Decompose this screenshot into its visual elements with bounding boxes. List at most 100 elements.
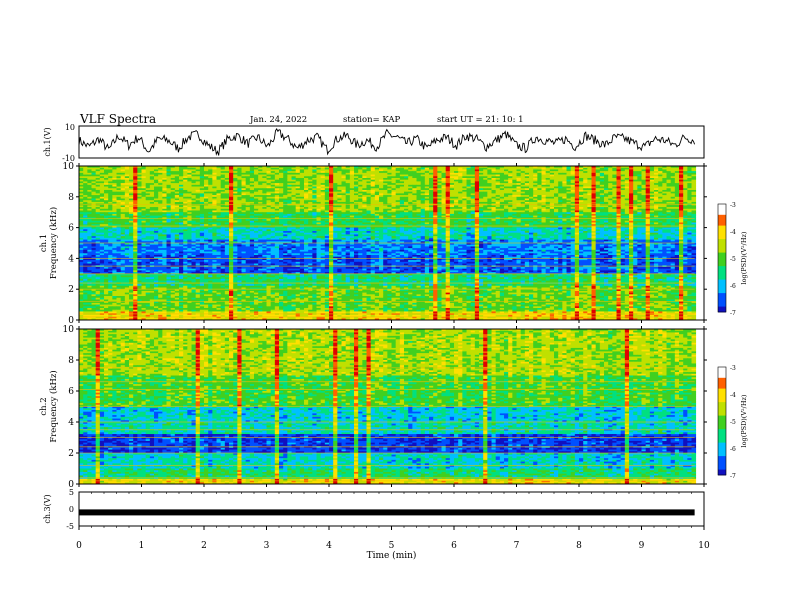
xtick-label: 10	[698, 541, 710, 551]
colorbar-cell	[718, 415, 726, 419]
colorbar-cell	[718, 263, 726, 267]
colorbar-tick-label: -4	[730, 229, 736, 236]
ch2-spectrogram-ylabel-frequency: Frequency (kHz)	[48, 370, 59, 442]
colorbar-cell	[718, 279, 726, 283]
colorbar-cell	[718, 247, 726, 251]
colorbar-cell	[718, 271, 726, 275]
spectrogram-ytick-label: 8	[68, 193, 74, 203]
spectrogram-ytick-label: 10	[63, 162, 75, 172]
xtick-label: 0	[76, 541, 82, 551]
xtick-label: 2	[201, 541, 207, 551]
colorbar-cell	[718, 295, 726, 299]
ch3-panel-frame	[78, 491, 705, 527]
spectrogram-ytick-label: 2	[68, 449, 74, 459]
colorbar-cell	[718, 412, 726, 416]
xaxis-label: Time (min)	[367, 550, 417, 561]
colorbar-cell	[718, 293, 726, 297]
spectrogram-ytick-label: 8	[68, 356, 74, 366]
colorbar-tick-label: -6	[730, 446, 736, 453]
colorbar-tick-label: -3	[730, 365, 736, 372]
xtick-label: 4	[326, 541, 332, 551]
colorbar-tick-label: -4	[730, 392, 736, 399]
colorbar-cell	[718, 258, 726, 262]
colorbar-cell	[718, 461, 726, 465]
colorbar-cell	[718, 421, 726, 425]
colorbar-cell	[718, 274, 726, 278]
colorbar-cell	[718, 204, 726, 208]
ch1-panel-frame	[78, 125, 705, 159]
ch3-ytick-label: 5	[69, 488, 74, 497]
colorbar-cell	[718, 437, 726, 441]
colorbar-cell	[718, 426, 726, 430]
spectrogram-ytick-label: 4	[68, 254, 74, 264]
colorbar-cell	[718, 303, 726, 307]
date-label: Jan. 24, 2022	[250, 115, 307, 125]
colorbar-tick-label: -7	[730, 473, 736, 480]
figure-title: VLF Spectra	[80, 112, 156, 126]
ch2-spectrogram-colorbar-label: log(PSD)(V²/Hz)	[740, 394, 748, 447]
colorbar-cell	[718, 306, 726, 310]
colorbar-cell	[718, 260, 726, 264]
ch1-spectrogram	[79, 166, 697, 321]
colorbar-cell	[718, 450, 726, 454]
colorbar-cell	[718, 244, 726, 248]
spectrogram-ytick-label: 4	[68, 418, 74, 428]
ch3-ytick-label: -5	[66, 522, 74, 531]
colorbar-cell	[718, 464, 726, 468]
colorbar-cell	[718, 233, 726, 237]
ch1-spectrogram-colorbar	[717, 203, 727, 313]
spectrogram-ytick-label: 0	[68, 316, 74, 326]
colorbar-tick-label: -5	[730, 419, 736, 426]
start-time-label: start UT = 21: 10: 1	[437, 115, 524, 125]
colorbar-cell	[718, 372, 726, 376]
ch1-spectrogram-ylabel-frequency: Frequency (kHz)	[48, 207, 59, 279]
colorbar-cell	[718, 453, 726, 457]
colorbar-cell	[718, 249, 726, 253]
spectrogram-ytick-label: 2	[68, 285, 74, 295]
colorbar-cell	[718, 385, 726, 389]
colorbar-cell	[718, 383, 726, 387]
xtick-label: 9	[639, 541, 645, 551]
colorbar-tick-label: -5	[730, 256, 736, 263]
colorbar-cell	[718, 391, 726, 395]
colorbar-cell	[718, 375, 726, 379]
ch1-spectrogram-ylabel-channel: ch.1	[39, 234, 49, 252]
colorbar-tick-label: -7	[730, 310, 736, 317]
colorbar-cell	[718, 298, 726, 302]
colorbar-cell	[718, 301, 726, 305]
colorbar-cell	[718, 222, 726, 226]
ch3-waveform-line	[79, 509, 695, 516]
colorbar-cell	[718, 388, 726, 392]
colorbar-cell	[718, 469, 726, 473]
colorbar-cell	[718, 252, 726, 256]
colorbar-cell	[718, 231, 726, 235]
ch1-waveform-line	[78, 128, 696, 156]
ch1-spectrogram-colorbar-label: log(PSD)(V²/Hz)	[740, 231, 748, 284]
ch1-ytick-label: 10	[65, 123, 75, 132]
colorbar-cell	[718, 369, 726, 373]
colorbar-cell	[718, 285, 726, 289]
xtick-label: 5	[389, 541, 395, 551]
colorbar-cell	[718, 266, 726, 270]
ch2-spectrogram	[79, 329, 697, 485]
colorbar-cell	[718, 367, 726, 371]
colorbar-cell	[718, 290, 726, 294]
colorbar-cell	[718, 456, 726, 460]
colorbar-cell	[718, 394, 726, 398]
colorbar-cell	[718, 402, 726, 406]
station-label: station= KAP	[343, 115, 400, 125]
colorbar-tick-label: -6	[730, 283, 736, 290]
colorbar-cell	[718, 220, 726, 224]
xtick-label: 3	[264, 541, 270, 551]
ch3-ytick-label: 0	[69, 505, 74, 514]
colorbar-cell	[718, 239, 726, 243]
colorbar-cell	[718, 380, 726, 384]
colorbar-cell	[718, 241, 726, 245]
colorbar-cell	[718, 407, 726, 411]
colorbar-cell	[718, 429, 726, 433]
colorbar-cell	[718, 309, 726, 313]
colorbar-cell	[718, 466, 726, 470]
colorbar-cell	[718, 236, 726, 240]
colorbar-cell	[718, 209, 726, 213]
